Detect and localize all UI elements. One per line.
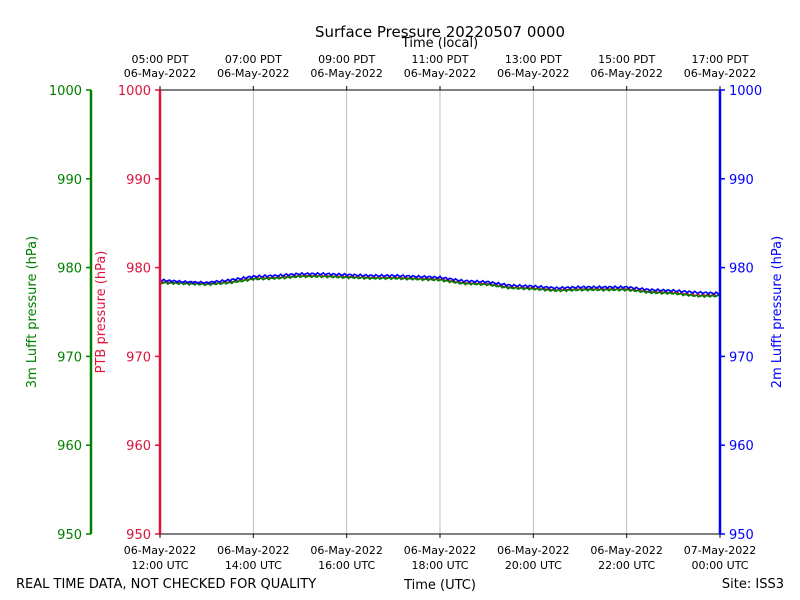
- bottom-tick-date: 06-May-2022: [217, 544, 289, 557]
- right-tick-label: 970: [729, 350, 754, 365]
- outer-left-tick-label: 970: [57, 350, 82, 365]
- outer-left-axis-label: 3m Lufft pressure (hPa): [25, 236, 40, 388]
- axes-group: [89, 89, 722, 535]
- inner-left-tick-label: 990: [126, 173, 151, 188]
- grid-lines: [252, 90, 628, 534]
- inner-left-tick-label: 980: [126, 262, 151, 277]
- top-tick-date: 06-May-2022: [684, 67, 756, 80]
- right-tick-label: 950: [729, 528, 754, 543]
- series-group: [159, 271, 721, 299]
- right-axis-label: 2m Lufft pressure (hPa): [770, 236, 785, 388]
- bottom-tick-time: 12:00 UTC: [131, 559, 188, 572]
- inner-left-tick-label: 960: [126, 439, 151, 454]
- chart-title: Surface Pressure 20220507 0000: [315, 23, 565, 41]
- bottom-tick-date: 06-May-2022: [310, 544, 382, 557]
- site-label: Site: ISS3: [722, 577, 784, 592]
- bottom-tick-date: 06-May-2022: [590, 544, 662, 557]
- inner-left-tick-label: 970: [126, 350, 151, 365]
- bottom-axis-label: Time (UTC): [403, 578, 476, 593]
- top-tick-date: 06-May-2022: [217, 67, 289, 80]
- ticks-group: 950 950 950 960 960 960 970 970 970 980 980 980 990 9…: [49, 53, 762, 572]
- top-tick-date: 06-May-2022: [404, 67, 476, 80]
- top-tick-time: 15:00 PDT: [598, 53, 655, 66]
- bottom-tick-time: 22:00 UTC: [598, 559, 655, 572]
- bottom-tick-time: 00:00 UTC: [691, 559, 748, 572]
- top-tick-date: 06-May-2022: [497, 67, 569, 80]
- outer-left-tick-label: 1000: [49, 84, 82, 99]
- outer-left-tick-label: 950: [57, 528, 82, 543]
- series-line-3m-lufft-pressure: [159, 274, 721, 299]
- inner-left-tick-label: 950: [126, 528, 151, 543]
- bottom-tick-time: 16:00 UTC: [318, 559, 375, 572]
- right-tick-label: 960: [729, 439, 754, 454]
- bottom-tick-time: 20:00 UTC: [505, 559, 562, 572]
- bottom-tick-date: 06-May-2022: [404, 544, 476, 557]
- top-tick-date: 06-May-2022: [590, 67, 662, 80]
- top-tick-time: 11:00 PDT: [411, 53, 468, 66]
- top-tick-time: 05:00 PDT: [131, 53, 188, 66]
- quality-notice: REAL TIME DATA, NOT CHECKED FOR QUALITY: [16, 577, 316, 592]
- top-tick-date: 06-May-2022: [124, 67, 196, 80]
- bottom-tick-date: 06-May-2022: [497, 544, 569, 557]
- top-tick-time: 17:00 PDT: [691, 53, 748, 66]
- inner-left-tick-label: 1000: [118, 84, 151, 99]
- top-tick-time: 07:00 PDT: [225, 53, 282, 66]
- outer-left-tick-label: 990: [57, 173, 82, 188]
- bottom-tick-time: 18:00 UTC: [411, 559, 468, 572]
- inner-left-axis-label: PTB pressure (hPa): [94, 251, 109, 374]
- bottom-tick-time: 14:00 UTC: [225, 559, 282, 572]
- series-line-2m-lufft-pressure: [159, 271, 721, 296]
- outer-left-tick-label: 960: [57, 439, 82, 454]
- right-tick-label: 1000: [729, 84, 762, 99]
- top-tick-date: 06-May-2022: [310, 67, 382, 80]
- top-axis-label: Time (local): [401, 36, 478, 51]
- right-tick-label: 980: [729, 262, 754, 277]
- bottom-tick-date: 06-May-2022: [124, 544, 196, 557]
- top-tick-time: 13:00 PDT: [505, 53, 562, 66]
- top-tick-time: 09:00 PDT: [318, 53, 375, 66]
- right-tick-label: 990: [729, 173, 754, 188]
- outer-left-tick-label: 980: [57, 262, 82, 277]
- bottom-tick-date: 07-May-2022: [684, 544, 756, 557]
